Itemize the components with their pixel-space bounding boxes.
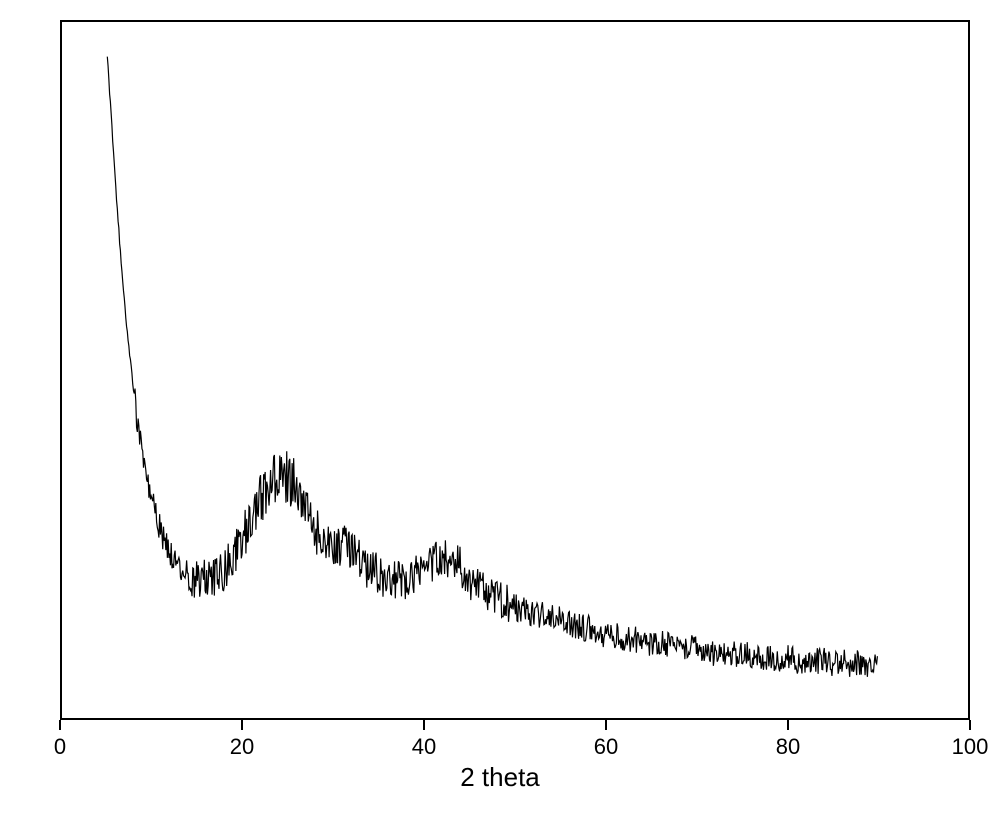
plot-area bbox=[60, 20, 970, 720]
x-tick bbox=[787, 720, 789, 730]
x-axis-title: 2 theta bbox=[460, 762, 540, 793]
x-tick-label: 20 bbox=[230, 734, 254, 760]
x-tick bbox=[423, 720, 425, 730]
x-tick bbox=[59, 720, 61, 730]
x-tick-label: 0 bbox=[54, 734, 66, 760]
x-tick-label: 80 bbox=[776, 734, 800, 760]
x-tick-label: 100 bbox=[952, 734, 989, 760]
x-tick bbox=[241, 720, 243, 730]
x-tick bbox=[605, 720, 607, 730]
x-tick-label: 40 bbox=[412, 734, 436, 760]
x-tick bbox=[969, 720, 971, 730]
x-tick-label: 60 bbox=[594, 734, 618, 760]
xrd-chart: 020406080100 2 theta bbox=[30, 20, 970, 780]
xrd-pattern-line bbox=[62, 22, 968, 718]
